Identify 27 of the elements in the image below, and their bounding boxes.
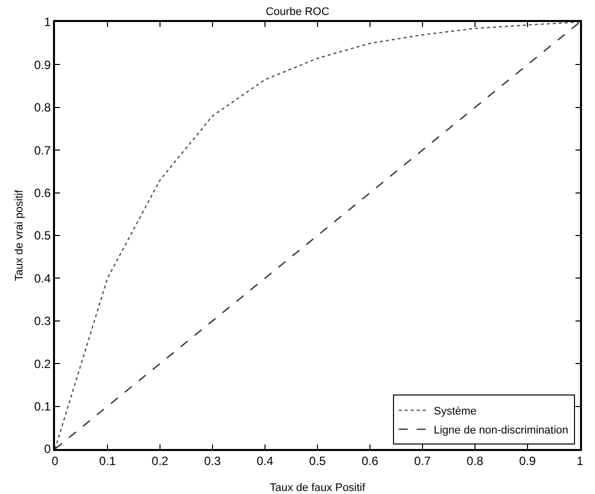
x-tick-label: 0.6 (362, 454, 379, 468)
y-axis-title: Taux de vrai positif (14, 189, 26, 282)
x-tick-label: 0.8 (466, 454, 484, 468)
y-tick-label: 0.4 (34, 271, 52, 286)
x-tick-label: 0.1 (99, 454, 116, 468)
x-tick-label: 0.9 (519, 454, 536, 468)
y-tick-label: 0.1 (34, 400, 52, 414)
y-tick-label: 0 (44, 442, 52, 456)
x-tick-label: 0.3 (204, 454, 222, 468)
y-tick-label: 0.5 (34, 228, 52, 243)
y-tick-label: 0.7 (34, 143, 52, 158)
legend-label: Système (434, 406, 477, 418)
legend-label: Ligne de non-discrimination (434, 424, 568, 437)
y-tick-label: 1 (44, 15, 52, 30)
line-series (55, 22, 580, 449)
y-tick-label: 0.6 (34, 186, 52, 200)
x-tick-label: 0.2 (152, 454, 169, 468)
x-tick-label: 0.7 (414, 454, 432, 468)
x-axis-title: Taux de faux Positif (270, 482, 366, 494)
x-tick-label: 0.5 (309, 454, 326, 468)
x-tick-label: 0.4 (256, 454, 274, 468)
x-tick-label: 1 (576, 454, 584, 468)
y-tick-label: 0.3 (34, 314, 52, 328)
y-tick-label: 0.8 (34, 100, 52, 115)
chart-title: Courbe ROC (266, 6, 330, 18)
y-tick-label: 0.2 (34, 356, 52, 371)
y-tick-label: 0.9 (34, 58, 52, 72)
